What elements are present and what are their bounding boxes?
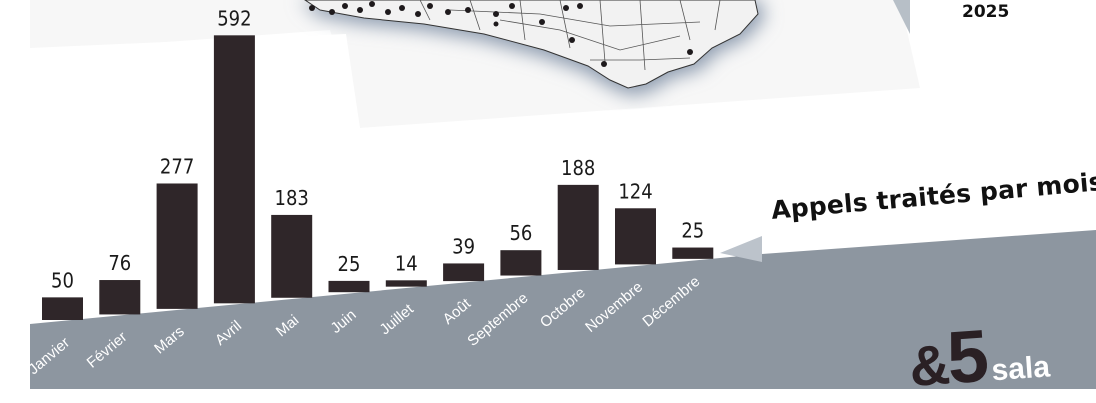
category-label-novembre: Novembre [582, 278, 646, 336]
year-label: 2025 [962, 2, 1010, 22]
value-label-septembre: 56 [509, 221, 532, 245]
footer-word: sala [990, 350, 1051, 388]
category-label-septembre: Septembre [464, 290, 531, 350]
bar-juillet [385, 280, 427, 287]
value-label-avril: 592 [217, 6, 251, 30]
category-label-octobre: Octobre [537, 284, 589, 331]
value-label-novembre: 124 [618, 179, 652, 203]
bar-janvier [42, 297, 83, 320]
bar-septembre [500, 250, 542, 276]
footer-number: 5 [944, 313, 992, 400]
value-label-juin: 25 [338, 252, 361, 276]
value-label-janvier: 50 [51, 268, 74, 292]
value-label-fevrier: 76 [108, 251, 131, 275]
bar-fevrier [99, 280, 141, 315]
bar-novembre [615, 208, 656, 265]
value-label-aout: 39 [452, 234, 475, 258]
category-label-juillet: Juillet [377, 300, 418, 338]
bar-decembre [672, 247, 714, 259]
category-label-mars: Mars [151, 323, 187, 357]
category-label-aout: Août [440, 295, 475, 328]
bar-avril [213, 35, 255, 304]
map-fragment [300, 0, 765, 96]
caption-pointer [720, 236, 762, 262]
category-label-mai: Mai [273, 312, 302, 341]
category-label-avril: Avril [212, 317, 245, 349]
value-label-octobre: 188 [561, 156, 595, 180]
bottom-band [30, 230, 1096, 389]
value-label-mars: 277 [160, 154, 194, 178]
category-label-juin: Juin [328, 306, 360, 337]
bar-octobre [557, 184, 599, 270]
category-label-janvier: Janvier [25, 334, 73, 378]
category-label-decembre: Décembre [639, 273, 703, 331]
map-pointer [893, 0, 910, 34]
value-label-mai: 183 [275, 186, 309, 210]
value-label-decembre: 25 [681, 219, 704, 243]
infographic: 50 76 277 592 183 25 14 39 56 188 124 25 Janvier Fév… [25, 0, 1096, 400]
footer-ampersand: & [907, 332, 951, 399]
bar-chart: 50 76 277 592 183 25 14 39 56 188 124 25 Janvier Fév… [25, 6, 714, 378]
bar-mars [156, 183, 198, 309]
value-label-juillet: 14 [395, 251, 418, 275]
bar-mai [271, 214, 313, 298]
bar-aout [443, 263, 485, 282]
category-label-fevrier: Février [84, 328, 131, 371]
bar-juin [328, 280, 370, 293]
